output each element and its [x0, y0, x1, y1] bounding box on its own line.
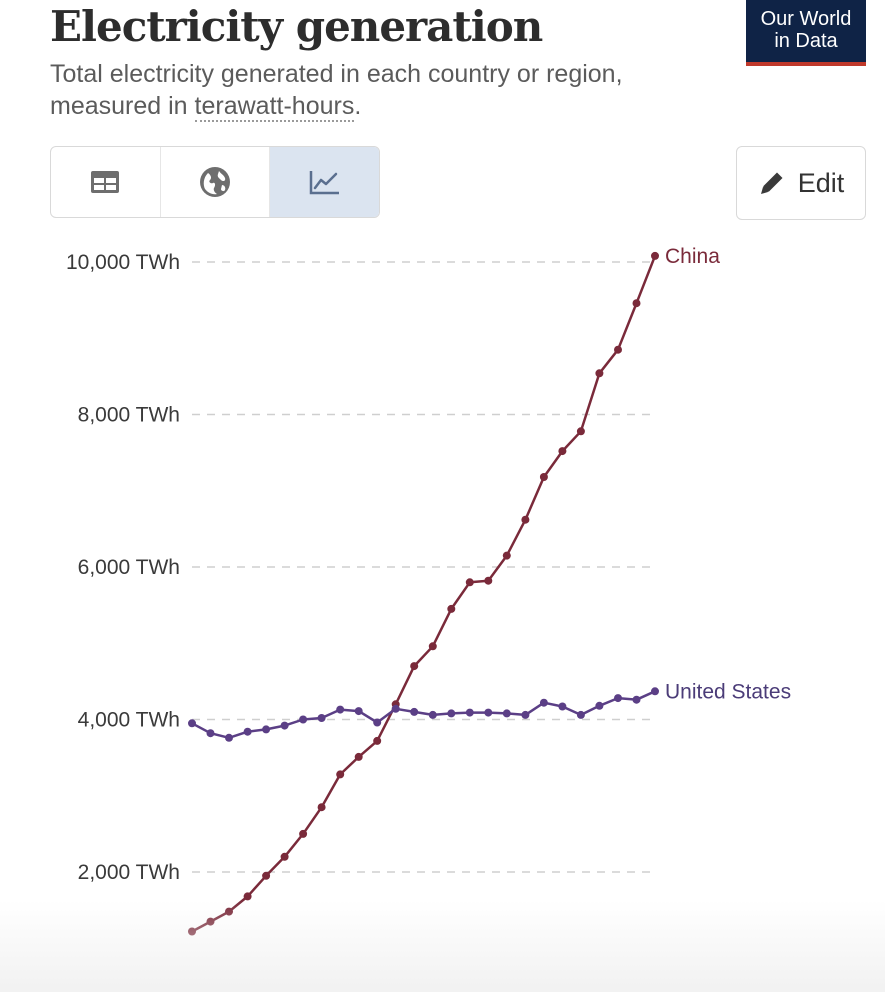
- tab-chart[interactable]: [270, 147, 379, 217]
- data-point[interactable]: [539, 473, 548, 481]
- view-tabs: [50, 146, 380, 218]
- data-point[interactable]: [521, 710, 530, 719]
- series-label: United States: [665, 680, 791, 703]
- data-point[interactable]: [484, 576, 493, 585]
- series-united-states[interactable]: United States: [188, 680, 791, 742]
- data-point[interactable]: [225, 907, 233, 916]
- data-point[interactable]: [336, 770, 345, 779]
- data-point[interactable]: [595, 369, 604, 378]
- data-point[interactable]: [243, 892, 252, 901]
- data-point[interactable]: [576, 427, 585, 436]
- data-point[interactable]: [373, 718, 382, 727]
- data-point[interactable]: [428, 642, 437, 651]
- series-line[interactable]: [191, 690, 656, 740]
- data-point[interactable]: [502, 709, 511, 718]
- data-point[interactable]: [521, 515, 530, 524]
- data-point[interactable]: [225, 733, 233, 742]
- logo-line-2: in Data: [774, 30, 838, 52]
- data-point[interactable]: [465, 578, 474, 587]
- data-point[interactable]: [391, 704, 400, 713]
- logo-line-1: Our World: [760, 8, 852, 30]
- data-point[interactable]: [206, 729, 215, 738]
- data-point[interactable]: [614, 694, 622, 703]
- unit-link[interactable]: terawatt-hours: [194, 92, 355, 122]
- data-point[interactable]: [447, 604, 456, 613]
- y-tick-label: 6,000 TWh: [78, 556, 180, 579]
- data-point[interactable]: [262, 871, 271, 880]
- y-axis-ticks: 2,000 TWh 4,000 TWh 6,000 TWh 8,000 TWh 10,0…: [66, 251, 180, 884]
- y-tick-label: 10,000 TWh: [66, 251, 180, 274]
- data-point[interactable]: [484, 708, 493, 717]
- data-point[interactable]: [558, 447, 567, 456]
- data-point[interactable]: [317, 803, 326, 812]
- subtitle-suffix: .: [354, 92, 362, 120]
- grid-layer: [192, 261, 655, 873]
- line-chart-icon: [309, 171, 339, 195]
- edit-button[interactable]: Edit: [736, 146, 866, 220]
- data-point[interactable]: [410, 662, 419, 671]
- data-point[interactable]: [502, 551, 511, 560]
- y-tick-label: 8,000 TWh: [78, 404, 180, 427]
- data-point[interactable]: [576, 710, 585, 719]
- pencil-icon: [760, 172, 783, 194]
- data-point[interactable]: [299, 715, 308, 724]
- data-point[interactable]: [632, 695, 641, 704]
- tab-table[interactable]: [51, 147, 161, 217]
- series-layer: China United States: [188, 245, 791, 936]
- data-point[interactable]: [262, 725, 271, 734]
- data-point[interactable]: [632, 299, 641, 308]
- y-tick-label: 4,000 TWh: [78, 709, 180, 732]
- data-point[interactable]: [373, 736, 382, 745]
- data-point[interactable]: [336, 705, 345, 714]
- data-point[interactable]: [317, 714, 326, 722]
- data-point[interactable]: [595, 701, 604, 710]
- data-point[interactable]: [465, 708, 474, 717]
- data-point[interactable]: [280, 852, 289, 861]
- data-point[interactable]: [410, 707, 419, 716]
- globe-icon: [200, 167, 230, 197]
- data-point[interactable]: [539, 698, 548, 707]
- data-point[interactable]: [558, 702, 567, 711]
- data-point[interactable]: [243, 727, 252, 736]
- table-icon: [91, 171, 120, 193]
- edit-label: Edit: [797, 167, 845, 198]
- series-label: China: [665, 245, 720, 268]
- data-point[interactable]: [188, 927, 196, 936]
- owid-logo[interactable]: Our World in Data: [746, 0, 866, 66]
- tab-map[interactable]: [161, 147, 271, 217]
- data-point[interactable]: [188, 719, 196, 728]
- data-point[interactable]: [651, 251, 659, 260]
- data-point[interactable]: [206, 917, 215, 926]
- data-point[interactable]: [651, 687, 659, 696]
- data-point[interactable]: [614, 345, 622, 354]
- data-point[interactable]: [280, 721, 289, 730]
- chart-title: Electricity generation: [50, 2, 543, 51]
- series-china[interactable]: China: [188, 245, 720, 936]
- data-point[interactable]: [354, 752, 363, 761]
- data-point[interactable]: [354, 707, 363, 716]
- series-line[interactable]: [191, 255, 657, 933]
- data-point[interactable]: [447, 709, 456, 718]
- data-point[interactable]: [428, 710, 437, 719]
- subtitle-text: Total electricity generated in each coun…: [50, 60, 623, 120]
- chart-subtitle: Total electricity generated in each coun…: [50, 58, 730, 122]
- y-tick-label: 2,000 TWh: [78, 861, 180, 884]
- data-point[interactable]: [299, 829, 308, 838]
